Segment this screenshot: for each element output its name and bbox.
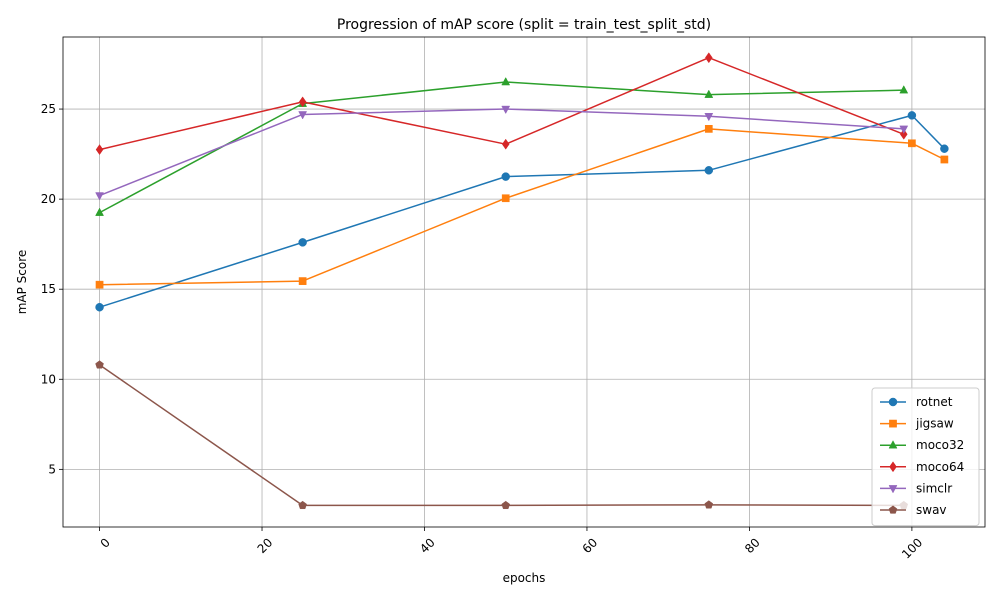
data-point-jigsaw — [704, 125, 713, 133]
data-point-jigsaw — [940, 155, 949, 164]
legend-label: moco32 — [916, 438, 964, 452]
data-point-moco32 — [501, 77, 511, 86]
series-rotnet — [95, 111, 949, 312]
legend-label: swav — [916, 503, 947, 517]
data-point-jigsaw — [908, 139, 916, 148]
data-point-rotnet — [704, 166, 714, 175]
data-point-rotnet — [940, 144, 949, 153]
y-tick-label: 10 — [41, 372, 56, 386]
chart-title: Progression of mAP score (split = train_… — [337, 17, 711, 33]
series-moco64 — [95, 52, 908, 156]
data-point-simclr — [899, 125, 909, 134]
data-point-jigsaw — [95, 280, 104, 289]
legend-swatch-marker — [888, 505, 898, 514]
data-point-rotnet — [501, 172, 510, 181]
x-axis-title: epochs — [503, 571, 546, 585]
legend-swatch-marker — [888, 397, 898, 407]
data-point-simclr — [95, 192, 104, 201]
plot-frame — [62, 36, 986, 528]
data-point-rotnet — [907, 111, 917, 120]
series-layer — [95, 52, 949, 510]
legend-item-moco32: moco32 — [880, 438, 964, 452]
series-line-rotnet — [99, 114, 945, 308]
data-point-moco64 — [705, 52, 713, 64]
legend-item-simclr: simclr — [880, 481, 952, 495]
legend-swatch-marker — [889, 461, 897, 473]
data-point-simclr — [298, 111, 308, 120]
data-point-moco64 — [95, 144, 104, 156]
legend-label: simclr — [916, 481, 952, 495]
y-axis-title: mAP Score — [15, 250, 29, 315]
data-point-moco32 — [704, 89, 714, 98]
data-point-jigsaw — [298, 277, 307, 285]
data-point-moco32 — [95, 207, 104, 216]
y-tick-label: 15 — [41, 282, 56, 296]
data-point-moco64 — [298, 96, 307, 108]
data-point-simclr — [704, 113, 714, 122]
legend-item-swav: swav — [880, 503, 947, 517]
data-point-rotnet — [95, 302, 104, 312]
series-moco32 — [95, 77, 909, 216]
legend-item-rotnet: rotnet — [880, 395, 953, 409]
data-point-jigsaw — [501, 194, 510, 203]
legend-swatch-marker — [888, 440, 898, 449]
legend-box — [871, 387, 980, 527]
legend-swatch-marker — [889, 419, 897, 428]
legend-label: rotnet — [916, 395, 953, 409]
data-point-rotnet — [298, 238, 307, 247]
y-tick-label: 25 — [41, 102, 56, 116]
series-jigsaw — [95, 125, 949, 289]
legend-item-moco64: moco64 — [880, 460, 964, 474]
legend-label: moco64 — [916, 460, 964, 474]
data-point-simclr — [501, 105, 511, 115]
legend-swatch-marker — [888, 485, 898, 494]
legend-item-jigsaw: jigsaw — [880, 417, 954, 431]
data-point-moco64 — [501, 138, 510, 150]
data-point-swav — [298, 500, 307, 510]
series-line-jigsaw — [99, 128, 945, 286]
legend-label: jigsaw — [915, 417, 954, 431]
data-point-swav — [95, 360, 104, 369]
data-point-swav — [704, 500, 714, 509]
y-tick-label: 20 — [41, 192, 56, 206]
data-point-swav — [501, 500, 511, 510]
y-tick-label: 5 — [48, 462, 56, 476]
legend: rotnet jigsaw moco32 moco64 simclr swav — [871, 387, 980, 527]
series-simclr — [95, 105, 909, 201]
data-point-moco32 — [899, 85, 909, 94]
data-point-moco64 — [899, 128, 908, 140]
